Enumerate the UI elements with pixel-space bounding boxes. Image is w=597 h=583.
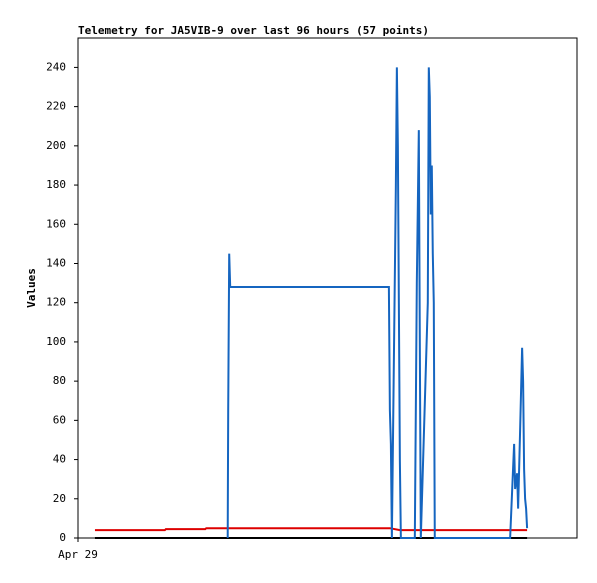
y-tick-label: 240 (46, 60, 66, 73)
y-tick-label: 120 (46, 296, 66, 309)
y-tick-label: 200 (46, 139, 66, 152)
y-tick-label: 180 (46, 178, 66, 191)
x-tick-label: Apr 29 (58, 548, 98, 561)
y-tick-label: 140 (46, 256, 66, 269)
y-tick-label: 20 (53, 492, 66, 505)
y-tick-label: 80 (53, 374, 66, 387)
chart-title: Telemetry for JA5VIB-9 over last 96 hour… (78, 24, 429, 37)
y-tick-label: 40 (53, 453, 66, 466)
y-tick-label: 220 (46, 100, 66, 113)
series-line (226, 67, 529, 539)
y-tick-label: 0 (59, 531, 66, 544)
y-tick-label: 160 (46, 217, 66, 230)
y-tick-label: 60 (53, 413, 66, 426)
series-line (94, 527, 528, 532)
y-tick-label: 100 (46, 335, 66, 348)
y-axis-label: Values (25, 268, 38, 308)
